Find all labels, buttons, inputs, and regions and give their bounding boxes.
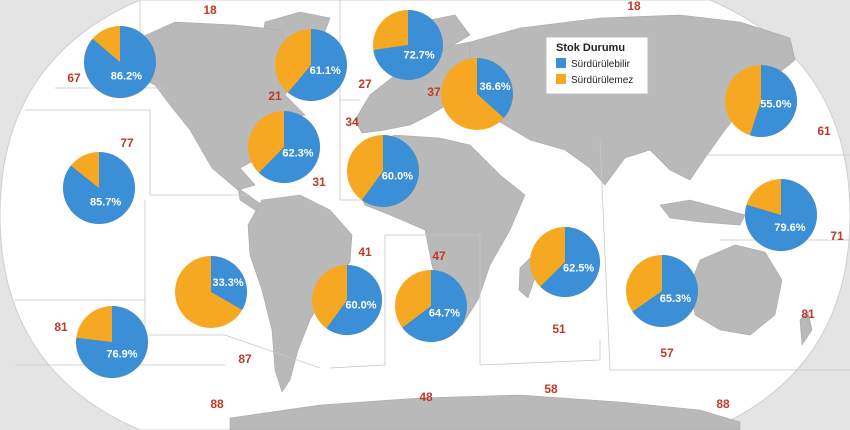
zone-label: 51 (552, 322, 566, 336)
zone-label: 21 (268, 89, 282, 103)
south-america (247, 194, 353, 393)
pie-label: 85.7% (90, 197, 121, 209)
zone-label: 27 (358, 77, 372, 91)
zone-label: 81 (801, 307, 815, 321)
zone-label: 71 (830, 229, 844, 243)
zone-label: 81 (54, 320, 68, 334)
pie-slice-sustainable (84, 26, 157, 98)
antarctica (229, 394, 741, 430)
legend-label-unsustainable: Sürdürülemez (571, 75, 633, 86)
pie-slice-sustainable (62, 152, 135, 225)
pie-label: 64.7% (429, 308, 460, 320)
zone-label: 18 (627, 0, 641, 13)
pie-label: 36.6% (479, 81, 510, 93)
pie-zone-67: 86.2% (84, 26, 157, 98)
pie-zone-77: 85.7% (62, 152, 135, 225)
legend-swatch-sustainable (556, 58, 566, 68)
pie-zone-31: 62.3% (248, 111, 321, 183)
legend-title: Stok Durumu (556, 42, 625, 54)
pie-charts: 86.2% 61.1% 72.7% 36.6% 55.0% 85.7% 62.3% 60.0%… (62, 10, 817, 378)
pie-label: 60.0% (345, 300, 376, 312)
pie-slice-sustainable (258, 111, 321, 183)
indonesia (659, 199, 746, 226)
pie-label: 62.5% (563, 263, 594, 275)
pie-slice-sustainable (744, 179, 817, 251)
pie-label: 62.3% (282, 148, 313, 160)
zone-label: 67 (67, 71, 81, 85)
pie-zone-51: 62.5% (530, 227, 600, 297)
pie-label: 61.1% (310, 65, 341, 77)
zone-labels: 18 18 67 21 27 37 61 77 34 31 71 41 47 8… (54, 0, 844, 411)
pie-zone-47: 64.7% (395, 270, 467, 342)
zone-label: 57 (660, 346, 674, 360)
pie-zone-81: 76.9% (76, 306, 149, 378)
pie-label: 79.6% (774, 222, 805, 234)
pie-slice-sustainable (402, 270, 467, 342)
zone-label: 18 (203, 3, 217, 17)
legend: Stok Durumu Sürdürülebilir Sürdürülemez (545, 36, 649, 95)
new-zealand (799, 311, 813, 346)
pie-zone-37: 36.6% (441, 58, 513, 130)
zone-label: 47 (432, 249, 446, 263)
land (111, 11, 813, 430)
zone-label: 87 (238, 352, 252, 366)
legend-swatch-unsustainable (556, 74, 566, 84)
zone-label: 31 (312, 175, 326, 189)
zone-label: 34 (345, 115, 359, 129)
pie-zone-61: 55.0% (725, 65, 797, 137)
pie-label: 76.9% (106, 348, 137, 360)
asia (461, 14, 796, 186)
zone-label: 61 (817, 124, 831, 138)
pie-label: 72.7% (403, 50, 434, 62)
pie-zone-71: 79.6% (744, 179, 817, 251)
pie-slice-sustainable (76, 306, 149, 378)
legend-label-sustainable: Sürdürülebilir (571, 59, 631, 70)
pie-slice-sustainable (749, 65, 797, 137)
pie-zone-41: 60.0% (312, 265, 382, 335)
zone-label: 88 (210, 397, 224, 411)
pie-slice-sustainable (632, 255, 698, 327)
pie-slice-sustainable (540, 227, 600, 297)
zone-label: 48 (419, 390, 433, 404)
zone-label: 41 (358, 245, 372, 259)
pie-zone-57: 65.3% (626, 255, 698, 327)
zone-label: 88 (716, 397, 730, 411)
zone-label: 77 (120, 136, 134, 150)
pie-label: 55.0% (760, 98, 791, 110)
pie-label: 33.3% (212, 277, 243, 289)
pie-slice-sustainable (477, 58, 513, 118)
pie-label: 86.2% (111, 71, 142, 83)
pie-slice-sustainable (287, 29, 348, 101)
pie-slice-sustainable (373, 10, 443, 81)
pie-slice-sustainable (361, 135, 420, 207)
pie-label: 60.0% (382, 171, 413, 183)
pie-zone-27: 72.7% (373, 10, 443, 81)
pie-zone-21: 61.1% (275, 29, 348, 101)
pie-label: 65.3% (660, 293, 691, 305)
zone-label: 58 (544, 382, 558, 396)
pie-slice-sustainable (326, 265, 382, 335)
zone-label: 37 (427, 85, 441, 99)
pie-zone-87: 33.3% (175, 256, 247, 328)
pie-slice-sustainable (211, 256, 247, 310)
pie-zone-34: 60.0% (347, 135, 420, 207)
